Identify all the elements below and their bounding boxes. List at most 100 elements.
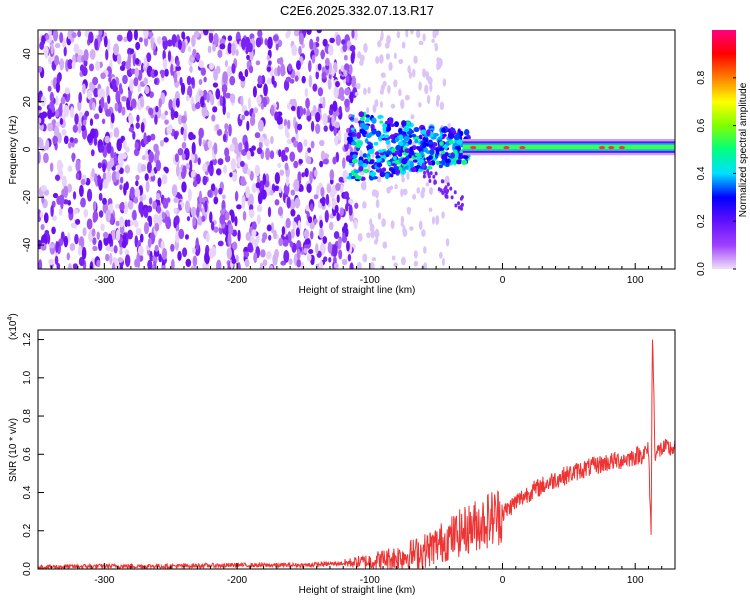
heat-peak	[608, 145, 615, 150]
heat-cell	[367, 86, 371, 94]
heat-cell	[423, 170, 427, 175]
heat-cell	[409, 146, 414, 152]
x-tick-label: 0	[500, 275, 506, 286]
heat-cell	[369, 159, 375, 163]
heat-cell	[217, 240, 224, 247]
heat-cell	[148, 197, 153, 205]
heat-cell	[257, 119, 264, 132]
heat-cell	[216, 128, 223, 136]
heat-cell	[234, 216, 238, 227]
heat-cell	[283, 79, 290, 91]
heat-cell	[137, 245, 144, 256]
heat-cell	[457, 201, 461, 206]
heat-cell	[432, 174, 436, 179]
heat-cell	[375, 237, 379, 243]
heat-cell	[52, 135, 58, 145]
heat-cell	[438, 147, 445, 151]
heat-cell	[426, 165, 433, 170]
heat-cell	[119, 65, 126, 71]
heat-cell	[213, 33, 219, 47]
heat-cell	[231, 63, 236, 74]
heat-cell	[211, 158, 218, 166]
heat-cell	[202, 163, 208, 172]
heat-cell	[217, 49, 223, 59]
heat-cell	[231, 229, 238, 237]
y-tick-label: 0.0	[22, 562, 33, 576]
heat-cell	[363, 43, 368, 53]
heat-cell	[231, 171, 238, 182]
heat-cell	[119, 264, 124, 269]
heat-cell	[322, 112, 328, 126]
heat-cell	[301, 75, 306, 84]
heat-cell	[353, 219, 358, 230]
heat-cell	[390, 220, 395, 230]
heat-cell	[51, 226, 56, 235]
heat-cell	[141, 155, 146, 161]
heat-cell	[329, 169, 335, 181]
x-tick-label: 0	[500, 575, 506, 586]
heat-cell	[83, 49, 89, 62]
heat-cell	[56, 159, 63, 173]
heat-cell	[460, 202, 464, 207]
heat-cell	[345, 74, 350, 83]
heat-cell	[54, 54, 60, 66]
heat-cell	[358, 111, 365, 118]
heat-cell	[350, 52, 355, 64]
heat-cell	[398, 127, 403, 134]
heat-cell	[224, 123, 229, 131]
heat-cell	[160, 240, 165, 251]
heat-cell	[244, 110, 250, 117]
heat-cell	[267, 36, 273, 50]
heat-cell	[184, 200, 191, 213]
heat-cell	[315, 70, 319, 80]
heat-cell	[441, 154, 448, 161]
heat-peak	[486, 145, 493, 150]
heat-cell	[213, 226, 219, 233]
x-tick-label: -300	[94, 575, 114, 586]
heat-cell	[374, 152, 380, 156]
heat-cell	[351, 158, 359, 164]
heat-cell	[254, 132, 261, 139]
heat-cell	[298, 32, 304, 45]
heat-cell	[211, 114, 216, 122]
heat-cell	[67, 206, 74, 215]
heat-cell	[422, 33, 426, 42]
heat-cell	[365, 114, 370, 118]
heat-cell	[198, 79, 203, 86]
x-tick-label: 100	[627, 275, 644, 286]
heat-cell	[133, 196, 139, 204]
heat-cell	[259, 262, 264, 269]
heat-cell	[420, 189, 425, 199]
heat-cell	[77, 122, 82, 134]
heat-cell	[161, 174, 168, 185]
heat-cell	[286, 138, 293, 144]
heat-cell	[200, 67, 207, 76]
heat-cell	[228, 123, 232, 137]
heat-cell	[323, 153, 330, 159]
heat-cell	[127, 229, 134, 240]
heat-cell	[335, 80, 340, 88]
heat-cell	[379, 135, 385, 139]
heat-cell	[204, 110, 210, 117]
heat-cell	[375, 130, 382, 138]
heat-cell	[93, 136, 98, 146]
heat-cell	[227, 42, 233, 55]
heat-cell	[251, 145, 256, 151]
heat-cell	[435, 215, 440, 226]
heat-cell	[307, 147, 312, 153]
heat-cell	[279, 56, 284, 66]
heat-cell	[346, 240, 350, 252]
heat-cell	[227, 35, 233, 42]
heat-cell	[289, 199, 296, 211]
heat-cell	[255, 182, 261, 189]
heat-cell	[297, 141, 303, 153]
heat-cell	[173, 130, 178, 140]
heat-cell	[287, 63, 292, 72]
heat-cell	[148, 107, 154, 116]
heat-cell	[311, 255, 315, 262]
heat-cell	[348, 172, 353, 177]
heat-cell	[90, 149, 95, 157]
heat-cell	[413, 250, 418, 259]
heat-cell	[377, 115, 384, 119]
heat-cell	[275, 101, 280, 111]
